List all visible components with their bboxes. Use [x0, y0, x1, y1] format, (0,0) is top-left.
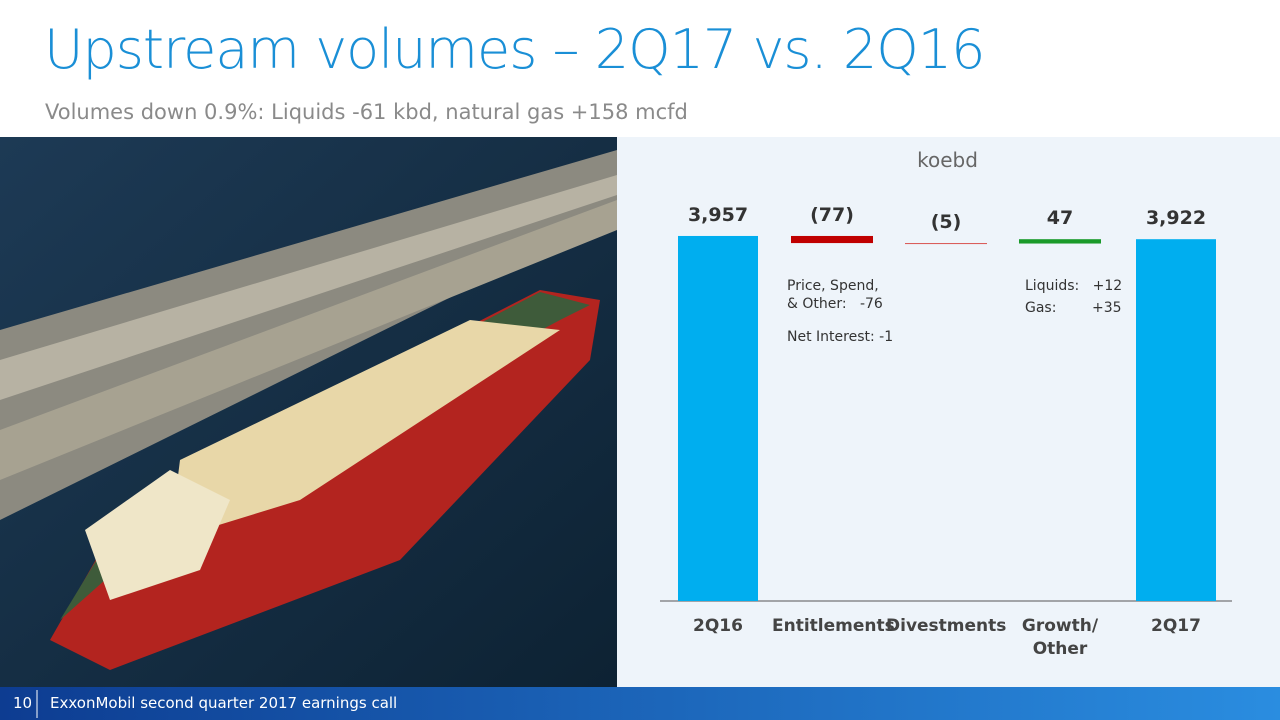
- annotation: & Other: -76: [787, 296, 883, 312]
- title: Upstream volumes – 2Q17 vs. 2Q16: [44, 18, 985, 81]
- annotation: Liquids: +12: [1025, 278, 1123, 294]
- bar: [1019, 239, 1101, 244]
- value-label: 3,957: [687, 203, 749, 226]
- footer-text: ExxonMobil second quarter 2017 earnings …: [50, 694, 398, 712]
- unit-label: koebd: [917, 148, 978, 172]
- subtitle: Volumes down 0.9%: Liquids -61 kbd, natu…: [45, 100, 688, 124]
- marks: [678, 235, 1216, 602]
- bar: [791, 235, 873, 244]
- category-label: 2Q17: [1151, 616, 1201, 636]
- bar: [905, 243, 987, 245]
- category-label: Divestments: [886, 616, 1007, 636]
- page-number: 10: [13, 694, 33, 712]
- annotation: Gas: +35: [1025, 300, 1122, 316]
- footer-bar: [0, 687, 1280, 720]
- photo: [0, 137, 617, 687]
- annotation: Net Interest: -1: [787, 329, 894, 345]
- value-label: (77): [810, 203, 854, 226]
- bar: [1136, 239, 1216, 601]
- category-label: Growth/ Other: [1021, 616, 1099, 659]
- category-label: Entitlements: [772, 616, 895, 636]
- bar: [678, 235, 758, 602]
- value-label: (5): [930, 211, 962, 234]
- value-label: 47: [1046, 207, 1074, 230]
- category-label: 2Q16: [693, 616, 743, 636]
- annotation: Price, Spend,: [787, 278, 879, 294]
- value-label: 3,922: [1145, 207, 1207, 230]
